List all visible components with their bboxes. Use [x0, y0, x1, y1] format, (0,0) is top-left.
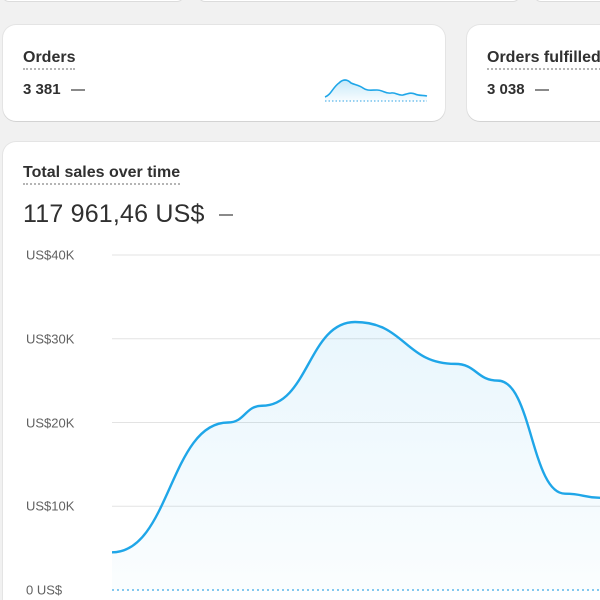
orders-fulfilled-value-row: 3 038 — [487, 81, 549, 98]
y-tick-label: US$30K — [26, 331, 75, 347]
y-tick-label: 0 US$ — [26, 582, 63, 598]
sparkline-line — [324, 79, 428, 98]
orders-value-row: 3 381 — [23, 81, 85, 98]
orders-sparkline — [324, 79, 428, 102]
orders-fulfilled-value: 3 038 — [487, 81, 525, 98]
orders-title[interactable]: Orders — [23, 49, 76, 70]
y-tick-label: US$10K — [26, 498, 75, 514]
sales-total-row: 117 961,46 US$ — [23, 200, 233, 229]
no-change-dash-icon — [70, 88, 85, 91]
orders-card[interactable]: Orders 3 381 — [3, 25, 445, 121]
orders-fulfilled-title[interactable]: Orders fulfilled — [487, 49, 600, 70]
orders-fulfilled-card[interactable]: Orders fulfilled 3 038 — [467, 25, 600, 121]
sales-title[interactable]: Total sales over time — [23, 164, 181, 185]
sales-total: 117 961,46 US$ — [23, 200, 205, 228]
series-area — [112, 322, 600, 590]
y-tick-label: US$40K — [26, 247, 75, 263]
no-change-dash-icon — [534, 88, 549, 91]
no-change-dash-icon — [218, 213, 233, 216]
y-tick-label: US$20K — [26, 415, 75, 430]
orders-value: 3 381 — [23, 81, 61, 98]
series-line — [111, 320, 600, 554]
